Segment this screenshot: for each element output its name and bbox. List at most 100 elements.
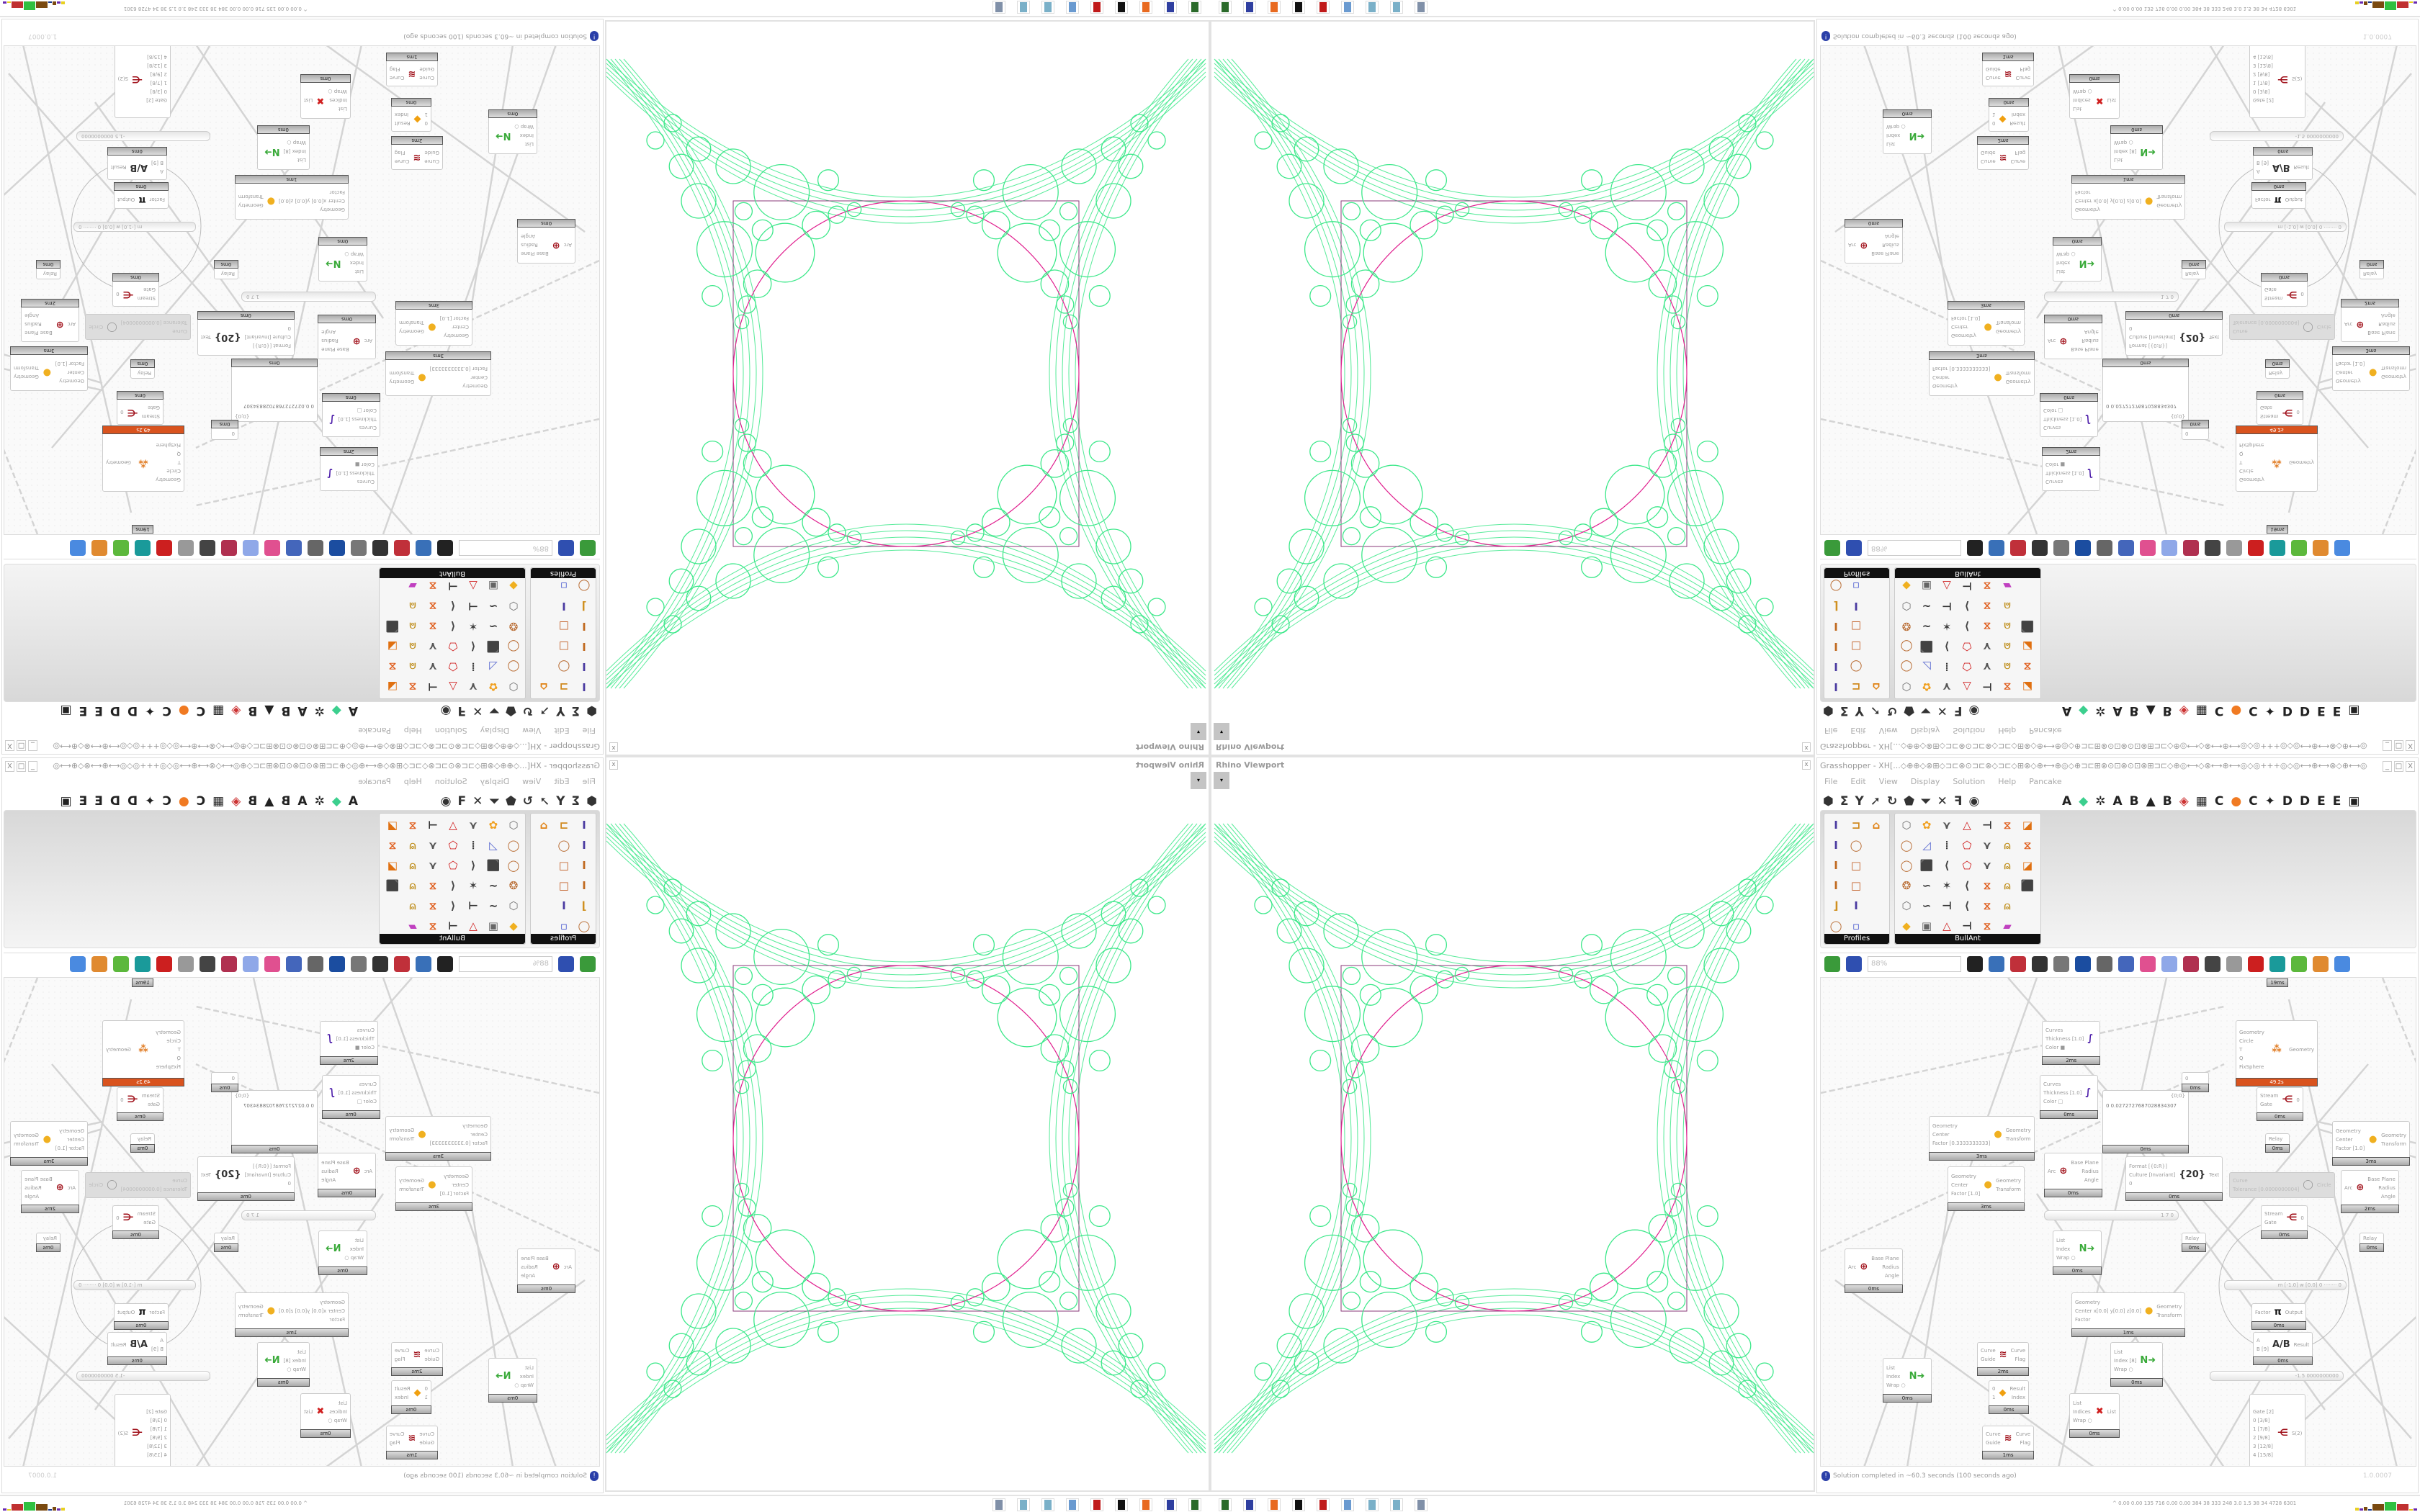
viewport-close-button[interactable]: x	[1802, 760, 1811, 770]
input-param[interactable]: Curve	[1981, 158, 1996, 164]
output-param[interactable]: Radius	[521, 242, 538, 248]
ring-icon[interactable]: ◯	[557, 660, 570, 673]
input-param[interactable]: List	[1886, 141, 1896, 148]
tab-9[interactable]: C	[2214, 703, 2224, 718]
lock-icon[interactable]: ⍝	[409, 879, 416, 892]
sigma-icon[interactable]: Σ	[571, 794, 581, 809]
output-param[interactable]: Result	[110, 1341, 127, 1348]
mesh-icon[interactable]	[178, 540, 194, 557]
cube-icon[interactable]: ⬛	[486, 640, 501, 653]
input-param[interactable]: 0	[424, 1386, 428, 1392]
component-node[interactable]: Format [{0:R}] Culture [Invariant] 0 {20} Te…	[197, 1156, 295, 1201]
angle-icon[interactable]: ⌋	[1833, 899, 1839, 912]
input-param[interactable]: List	[2073, 106, 2082, 112]
component-node[interactable]: Arc ⊕ Base Plane Radius Angle 0ms	[1845, 219, 1903, 264]
input-param[interactable]: A	[160, 1337, 163, 1344]
screenshot-icon[interactable]	[2097, 955, 2112, 972]
input-param[interactable]: Center	[452, 1182, 469, 1188]
input-param[interactable]: Geometry	[2075, 207, 2100, 213]
grasshopper-canvas[interactable]: Curves Thickness [1.0] Color ■ ∫ 2ms Curves Th…	[1820, 977, 2416, 1467]
tab-12[interactable]: ✦	[2264, 794, 2275, 809]
floppy-64-icon[interactable]	[1164, 1498, 1177, 1511]
close-button[interactable]: X	[5, 761, 14, 772]
input-param[interactable]: Geometry	[1951, 333, 1976, 339]
input-param[interactable]: 0 [3/8]	[150, 1418, 167, 1423]
output-param[interactable]: Transform	[2156, 1312, 2182, 1318]
viewport-dropdown[interactable]: ▾	[1214, 723, 1229, 740]
tab-12[interactable]: ✦	[145, 794, 156, 809]
frame-icon[interactable]: ⧖	[408, 819, 417, 832]
square-tube-icon[interactable]: □	[1850, 859, 1862, 872]
input-param[interactable]: Geometry	[59, 1128, 84, 1134]
cross-wires-icon[interactable]	[221, 955, 237, 972]
input-param[interactable]: Wrap ○	[1886, 124, 1906, 130]
minimize-button[interactable]: _	[28, 761, 37, 772]
input-param[interactable]: Factor	[329, 189, 345, 196]
mesh-icon[interactable]	[2226, 955, 2242, 972]
grasshopper-canvas[interactable]: Curves Thickness [1.0] Color ■ ∫ 2ms Curves Th…	[4, 45, 600, 535]
lock-icon[interactable]: ⍝	[2004, 640, 2011, 653]
diamond-icon[interactable]: ◆	[1902, 580, 1911, 593]
maximize-button[interactable]: □	[17, 740, 26, 751]
bulb-icon[interactable]	[2161, 540, 2177, 557]
notepad-icon[interactable]	[1041, 1498, 1054, 1511]
input-param[interactable]: Arc	[1848, 1264, 1857, 1270]
frame-icon[interactable]: ⧖	[1983, 919, 1991, 932]
input-param[interactable]: 3 [12/8]	[147, 63, 167, 68]
frame-icon[interactable]: ⧖	[388, 839, 397, 852]
component-node[interactable]: Curve Guide ≋ Curve Flag 1ms	[1982, 1426, 2035, 1459]
input-param[interactable]: Wrap ○	[1886, 1382, 1906, 1388]
component-node[interactable]: Geometry Center Factor [0.3333333333] ● Geom…	[385, 351, 491, 396]
eye-icon[interactable]: ◉	[1968, 703, 1980, 718]
sphere-half-icon[interactable]	[2313, 955, 2329, 972]
input-param[interactable]: Factor	[2075, 189, 2091, 196]
output-param[interactable]: Geometry	[2381, 1132, 2406, 1138]
input-param[interactable]: Indices	[329, 1408, 347, 1415]
input-param[interactable]: Gate	[143, 1220, 156, 1225]
input-param[interactable]: Curve	[1986, 1431, 2001, 1437]
floppy-64-icon[interactable]	[1243, 1498, 1256, 1511]
chart-icon[interactable]: ◪	[2022, 640, 2033, 653]
input-param[interactable]: Factor [1.0]	[439, 315, 469, 322]
menu-display[interactable]: Display	[480, 777, 510, 786]
eye-icon[interactable]: ◉	[440, 794, 452, 809]
plane-icon[interactable]: ◿	[489, 839, 498, 852]
output-param[interactable]: Transform	[238, 194, 264, 200]
cross-wires-icon[interactable]	[2183, 540, 2199, 557]
tab-4[interactable]: B	[281, 794, 291, 809]
tab-15[interactable]: E	[94, 703, 103, 718]
input-param[interactable]: Factor	[2075, 1316, 2091, 1323]
square-tube-icon[interactable]: □	[558, 620, 570, 633]
number-slider[interactable]: 1 7 0	[241, 292, 376, 302]
input-param[interactable]: Index	[349, 1246, 364, 1252]
star-icon[interactable]: ✶	[1942, 620, 1952, 633]
tab-3[interactable]: A	[2112, 794, 2123, 809]
input-param[interactable]: Curve	[2233, 328, 2248, 334]
truss-icon[interactable]: ⋎	[1982, 640, 1992, 653]
input-param[interactable]: Color ■	[2045, 1045, 2066, 1050]
input-param[interactable]: Geometry	[462, 1122, 488, 1129]
rainbow-icon[interactable]: ▰	[2003, 580, 2012, 593]
mesh-icon[interactable]	[178, 955, 194, 972]
input-param[interactable]: 4 [15/8]	[147, 1452, 167, 1458]
input-param[interactable]: List	[297, 157, 306, 163]
component-node[interactable]: Curves Thickness [1.0] Color □ ∫ 0ms	[2040, 1075, 2099, 1119]
y-branch-icon[interactable]: Y	[556, 794, 565, 809]
input-param[interactable]: 0	[1992, 1386, 1996, 1392]
zoom-input[interactable]: 88%	[1868, 955, 1961, 972]
output-param[interactable]: Index	[2011, 112, 2026, 117]
input-param[interactable]: Q	[2239, 451, 2244, 457]
input-param[interactable]: Arc	[67, 1184, 76, 1191]
inkscape-icon[interactable]	[1115, 1, 1128, 14]
input-param[interactable]: Index	[519, 1373, 534, 1380]
component-node[interactable]: Arc ⊕ Base Plane Radius Angle 2ms	[2341, 1170, 2399, 1213]
output-param[interactable]: Geometry	[2289, 1046, 2314, 1053]
cube-icon[interactable]: ⬛	[1919, 640, 1934, 653]
output-param[interactable]: Angle	[24, 1193, 40, 1200]
input-param[interactable]: A	[2257, 1337, 2260, 1344]
notepad-icon[interactable]	[1017, 1, 1030, 14]
input-param[interactable]: List	[524, 141, 534, 148]
channel-icon[interactable]: ⊐	[559, 819, 569, 832]
green-shape-icon[interactable]	[2291, 540, 2307, 557]
cross-wires-icon[interactable]	[221, 540, 237, 557]
